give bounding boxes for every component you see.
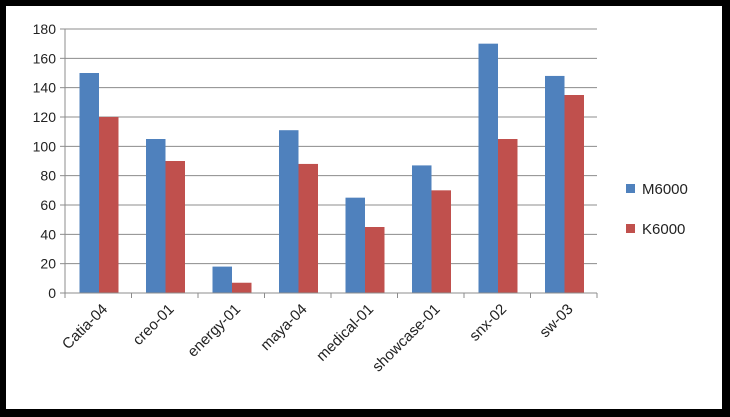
bar-m6000-medical-01 <box>345 197 365 293</box>
y-tick-label: 40 <box>40 226 56 242</box>
y-tick-label: 20 <box>40 256 56 272</box>
y-tick-label: 160 <box>33 50 57 66</box>
legend-label-k6000: K6000 <box>642 221 685 238</box>
bar-m6000-creo-01 <box>146 139 166 293</box>
bar-m6000-snx-02 <box>478 43 498 293</box>
legend-swatch-k6000 <box>626 224 635 233</box>
bar-k6000-showcase-01 <box>431 190 451 293</box>
bar-k6000-sw-03 <box>564 95 584 293</box>
bar-k6000-catia-04 <box>99 117 119 293</box>
legend: M6000 K6000 <box>626 181 688 238</box>
legend-label-m6000: M6000 <box>642 181 688 198</box>
x-category-label: creo-01 <box>130 301 178 349</box>
bar-m6000-sw-03 <box>545 75 565 293</box>
y-tick-label: 0 <box>48 285 56 301</box>
y-tick-label: 140 <box>33 80 57 96</box>
x-category-label: showcase-01 <box>369 301 444 376</box>
x-category-label: snx-02 <box>466 301 510 345</box>
bars <box>79 43 584 293</box>
y-tick-label: 60 <box>40 197 56 213</box>
y-tick-label: 100 <box>33 138 57 154</box>
y-tick-label: 120 <box>33 109 57 125</box>
bar-m6000-showcase-01 <box>412 165 432 293</box>
bar-k6000-creo-01 <box>165 161 185 293</box>
bar-k6000-energy-01 <box>232 282 252 293</box>
bar-m6000-energy-01 <box>212 266 232 293</box>
y-tick-label: 80 <box>40 168 56 184</box>
bar-k6000-snx-02 <box>498 139 518 293</box>
x-category-label: medical-01 <box>313 301 377 365</box>
bar-m6000-catia-04 <box>79 73 99 293</box>
bar-k6000-medical-01 <box>365 227 385 293</box>
legend-swatch-m6000 <box>626 184 635 193</box>
x-category-label: maya-04 <box>257 301 310 354</box>
x-category-label: energy-01 <box>184 301 244 361</box>
chart-frame: 0 20 40 60 80 100 120 140 160 180 Catia-04 creo-01 e… <box>6 6 722 409</box>
x-category-label: Catia-04 <box>59 301 111 353</box>
bar-k6000-maya-04 <box>298 163 318 293</box>
x-category-label: sw-03 <box>536 301 576 341</box>
y-tick-label: 180 <box>33 21 57 37</box>
bar-chart: 0 20 40 60 80 100 120 140 160 180 Catia-04 creo-01 e… <box>33 21 688 376</box>
bar-m6000-maya-04 <box>279 130 299 293</box>
